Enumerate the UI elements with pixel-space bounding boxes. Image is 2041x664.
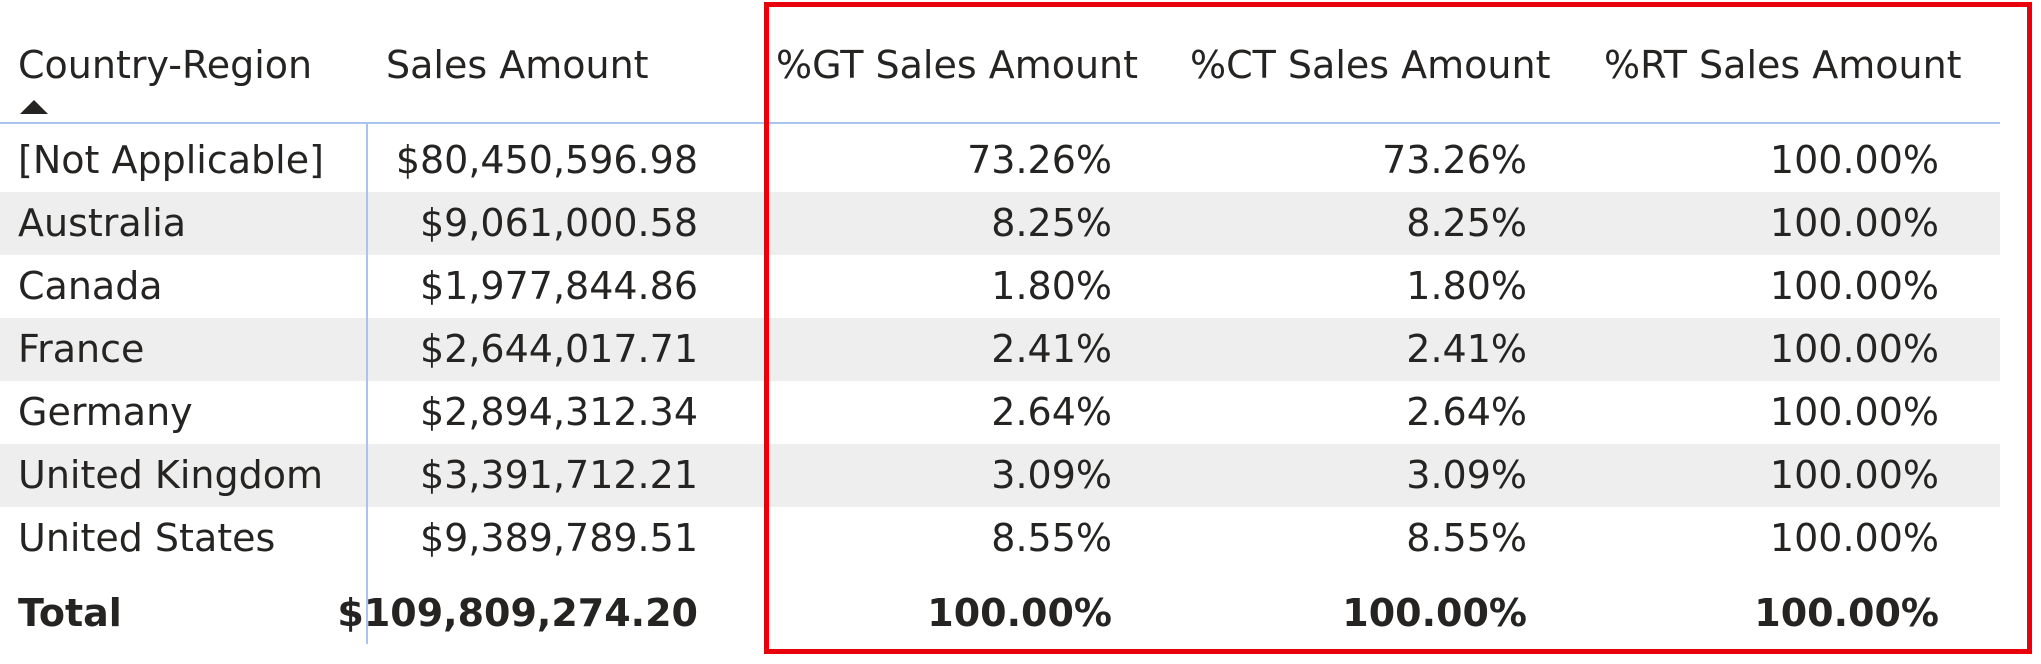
cell-sales-amount: $1,977,844.86	[419, 264, 698, 308]
cell-sales-amount: $9,389,789.51	[419, 516, 698, 560]
cell-gt-sales-amount: 73.26%	[967, 138, 1112, 182]
cell-ct-sales-amount: 2.41%	[1406, 327, 1527, 371]
cell-ct-sales-amount: 3.09%	[1406, 453, 1527, 497]
cell-gt-sales-amount: 2.64%	[991, 390, 1112, 434]
cell-sales-amount: $3,391,712.21	[419, 453, 698, 497]
column-divider	[366, 124, 368, 644]
cell-country: Australia	[18, 201, 187, 245]
column-header-sales-amount[interactable]: Sales Amount	[386, 43, 649, 87]
cell-country: Germany	[18, 390, 193, 434]
cell-sales-amount: $9,061,000.58	[419, 201, 698, 245]
cell-sales-amount: $2,894,312.34	[419, 390, 698, 434]
cell-ct-sales-amount: 8.55%	[1406, 516, 1527, 560]
column-header-ct-sales-amount[interactable]: %CT Sales Amount	[1190, 43, 1551, 87]
sort-ascending-icon[interactable]	[20, 100, 48, 114]
cell-rt-sales-amount: 100.00%	[1769, 390, 1939, 434]
cell-rt-sales-amount: 100.00%	[1769, 453, 1939, 497]
cell-country: United Kingdom	[18, 453, 324, 497]
table-row[interactable]: United Kingdom $3,391,712.21 3.09% 3.09%…	[0, 444, 2000, 507]
cell-ct-sales-amount: 2.64%	[1406, 390, 1527, 434]
total-rt-sales-amount: 100.00%	[1754, 591, 1939, 635]
cell-gt-sales-amount: 8.25%	[991, 201, 1112, 245]
cell-ct-sales-amount: 1.80%	[1406, 264, 1527, 308]
total-sales-amount: $109,809,274.20	[337, 591, 698, 635]
total-row: Total $109,809,274.20 100.00% 100.00% 10…	[0, 582, 2000, 645]
total-ct-sales-amount: 100.00%	[1342, 591, 1527, 635]
cell-country: Canada	[18, 264, 163, 308]
highlight-box	[764, 2, 2032, 654]
column-header-country-region[interactable]: Country-Region	[18, 43, 313, 87]
table-row[interactable]: United States $9,389,789.51 8.55% 8.55% …	[0, 507, 2000, 570]
column-header-row: Country-Region Sales Amount %GT Sales Am…	[0, 30, 2000, 100]
column-header-gt-sales-amount[interactable]: %GT Sales Amount	[776, 43, 1139, 87]
cell-rt-sales-amount: 100.00%	[1769, 138, 1939, 182]
cell-gt-sales-amount: 8.55%	[991, 516, 1112, 560]
table-row[interactable]: Australia $9,061,000.58 8.25% 8.25% 100.…	[0, 192, 2000, 255]
cell-country: United States	[18, 516, 276, 560]
total-gt-sales-amount: 100.00%	[927, 591, 1112, 635]
total-label: Total	[18, 591, 122, 635]
cell-rt-sales-amount: 100.00%	[1769, 201, 1939, 245]
cell-gt-sales-amount: 1.80%	[991, 264, 1112, 308]
cell-gt-sales-amount: 3.09%	[991, 453, 1112, 497]
table-row[interactable]: Germany $2,894,312.34 2.64% 2.64% 100.00…	[0, 381, 2000, 444]
cell-rt-sales-amount: 100.00%	[1769, 264, 1939, 308]
cell-gt-sales-amount: 2.41%	[991, 327, 1112, 371]
cell-country: France	[18, 327, 145, 371]
table-row[interactable]: Canada $1,977,844.86 1.80% 1.80% 100.00%	[0, 255, 2000, 318]
cell-sales-amount: $80,450,596.98	[395, 138, 698, 182]
table-row[interactable]: [Not Applicable] $80,450,596.98 73.26% 7…	[0, 129, 2000, 192]
table-row[interactable]: France $2,644,017.71 2.41% 2.41% 100.00%	[0, 318, 2000, 381]
cell-ct-sales-amount: 73.26%	[1382, 138, 1527, 182]
cell-sales-amount: $2,644,017.71	[419, 327, 698, 371]
cell-country: [Not Applicable]	[18, 138, 324, 182]
cell-rt-sales-amount: 100.00%	[1769, 327, 1939, 371]
column-header-rt-sales-amount[interactable]: %RT Sales Amount	[1604, 43, 1962, 87]
header-divider	[0, 122, 2000, 124]
cell-ct-sales-amount: 8.25%	[1406, 201, 1527, 245]
cell-rt-sales-amount: 100.00%	[1769, 516, 1939, 560]
